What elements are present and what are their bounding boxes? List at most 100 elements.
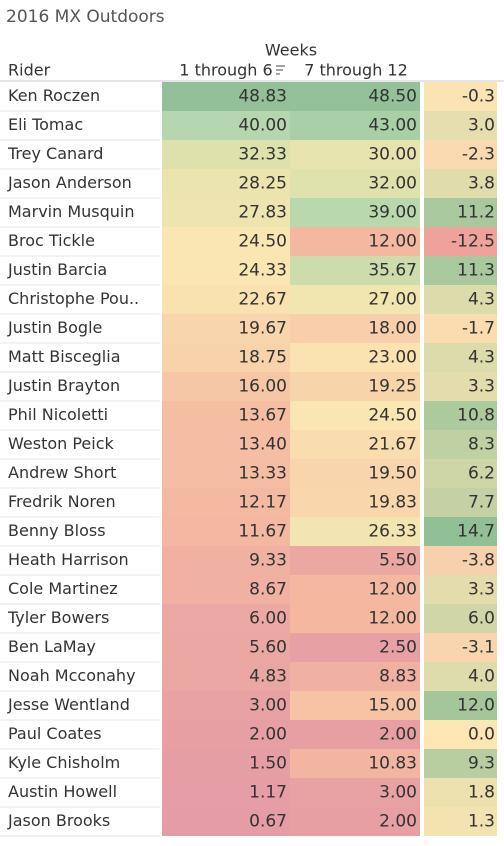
cell-value: 27.00 (368, 290, 417, 310)
cell (424, 227, 497, 256)
cell (162, 343, 290, 372)
cell (424, 314, 497, 343)
rider-name: Benny Bloss (8, 521, 106, 540)
cell (162, 227, 290, 256)
cell (424, 720, 497, 749)
cell (424, 633, 497, 662)
cell (162, 372, 290, 401)
cell-value: 1.50 (249, 754, 287, 774)
cell-value: 13.33 (238, 464, 287, 484)
cell (290, 198, 420, 227)
cell (162, 285, 290, 314)
cell-value: 2.00 (379, 725, 417, 745)
cell (424, 807, 497, 836)
rider-name: Matt Bisceglia (8, 347, 121, 366)
cell-value: -2.3 (462, 145, 495, 165)
cell-value: 2.50 (379, 638, 417, 658)
cell-value: 13.40 (238, 435, 287, 455)
cell-value: 18.00 (368, 319, 417, 339)
cell (162, 140, 290, 169)
rider-name: Jason Brooks (7, 811, 110, 830)
cell (162, 401, 290, 430)
cell-value: 3.3 (468, 580, 495, 600)
rider-name: Kyle Chisholm (8, 753, 120, 772)
cell (162, 749, 290, 778)
rider-name: Trey Canard (7, 144, 103, 163)
cell (424, 169, 497, 198)
cell-value: 39.00 (368, 203, 417, 223)
cell-value: 7.7 (468, 493, 495, 513)
cell (290, 807, 420, 836)
cell-value: 12.00 (368, 232, 417, 252)
cell (424, 285, 497, 314)
cell-value: 11.67 (238, 522, 287, 542)
rider-name: Marvin Musquin (8, 202, 135, 221)
rider-name: Andrew Short (8, 463, 116, 482)
rider-name: Cole Martinez (8, 579, 118, 598)
cell (290, 314, 420, 343)
cell-value: 48.50 (368, 87, 417, 107)
cell (424, 430, 497, 459)
cell-value: -3.8 (462, 551, 495, 571)
rider-name: Justin Barcia (7, 260, 107, 279)
cell (290, 372, 420, 401)
cell (290, 749, 420, 778)
cell (290, 604, 420, 633)
cell-value: 14.7 (457, 522, 495, 542)
rider-name: Christophe Pou.. (8, 289, 139, 308)
cell (424, 749, 497, 778)
rider-name: Heath Harrison (8, 550, 129, 569)
rider-name: Weston Peick (8, 434, 115, 453)
rider-name: Jason Anderson (7, 173, 132, 192)
cell-value: 19.83 (368, 493, 417, 513)
cell-value: 3.3 (468, 377, 495, 397)
cell (162, 778, 290, 807)
cell-value: 24.33 (238, 261, 287, 281)
cell-value: 43.00 (368, 116, 417, 136)
cell (162, 720, 290, 749)
cell-value: 8.67 (249, 580, 287, 600)
cell (424, 691, 497, 720)
rider-name: Eli Tomac (8, 115, 83, 134)
cell-value: 19.67 (238, 319, 287, 339)
cell-value: 19.25 (368, 377, 417, 397)
cell-value: 6.00 (249, 609, 287, 629)
cell-value: 1.17 (249, 783, 287, 803)
cell (162, 111, 290, 140)
cell (424, 372, 497, 401)
cell-value: 2.00 (249, 725, 287, 745)
cell-value: 19.50 (368, 464, 417, 484)
cell-value: 26.33 (368, 522, 417, 542)
cell-value: 10.8 (457, 406, 495, 426)
cell (162, 633, 290, 662)
cell (424, 140, 497, 169)
cell-value: 4.83 (249, 667, 287, 687)
cell-value: 23.00 (368, 348, 417, 368)
cell-value: 0.67 (249, 812, 287, 832)
rider-name: Justin Bogle (7, 318, 102, 337)
cell (290, 256, 420, 285)
cell (424, 111, 497, 140)
row-header: Rider (8, 61, 51, 80)
cell (290, 82, 420, 111)
sort-icon[interactable] (276, 65, 285, 75)
cell-value: 5.60 (249, 638, 287, 658)
cell (290, 662, 420, 691)
cell (162, 488, 290, 517)
rider-name: Ben LaMay (8, 637, 96, 656)
cell-value: 24.50 (238, 232, 287, 252)
cell (290, 459, 420, 488)
cell (424, 604, 497, 633)
cell-value: 8.3 (468, 435, 495, 455)
cell (424, 778, 497, 807)
cell (162, 314, 290, 343)
rider-name: Jesse Wentland (7, 695, 130, 714)
cell-value: -12.5 (451, 232, 495, 252)
cell (424, 343, 497, 372)
cell (290, 227, 420, 256)
cell (162, 256, 290, 285)
cell (162, 430, 290, 459)
cell-value: -1.7 (462, 319, 495, 339)
cell-value: 3.0 (468, 116, 495, 136)
